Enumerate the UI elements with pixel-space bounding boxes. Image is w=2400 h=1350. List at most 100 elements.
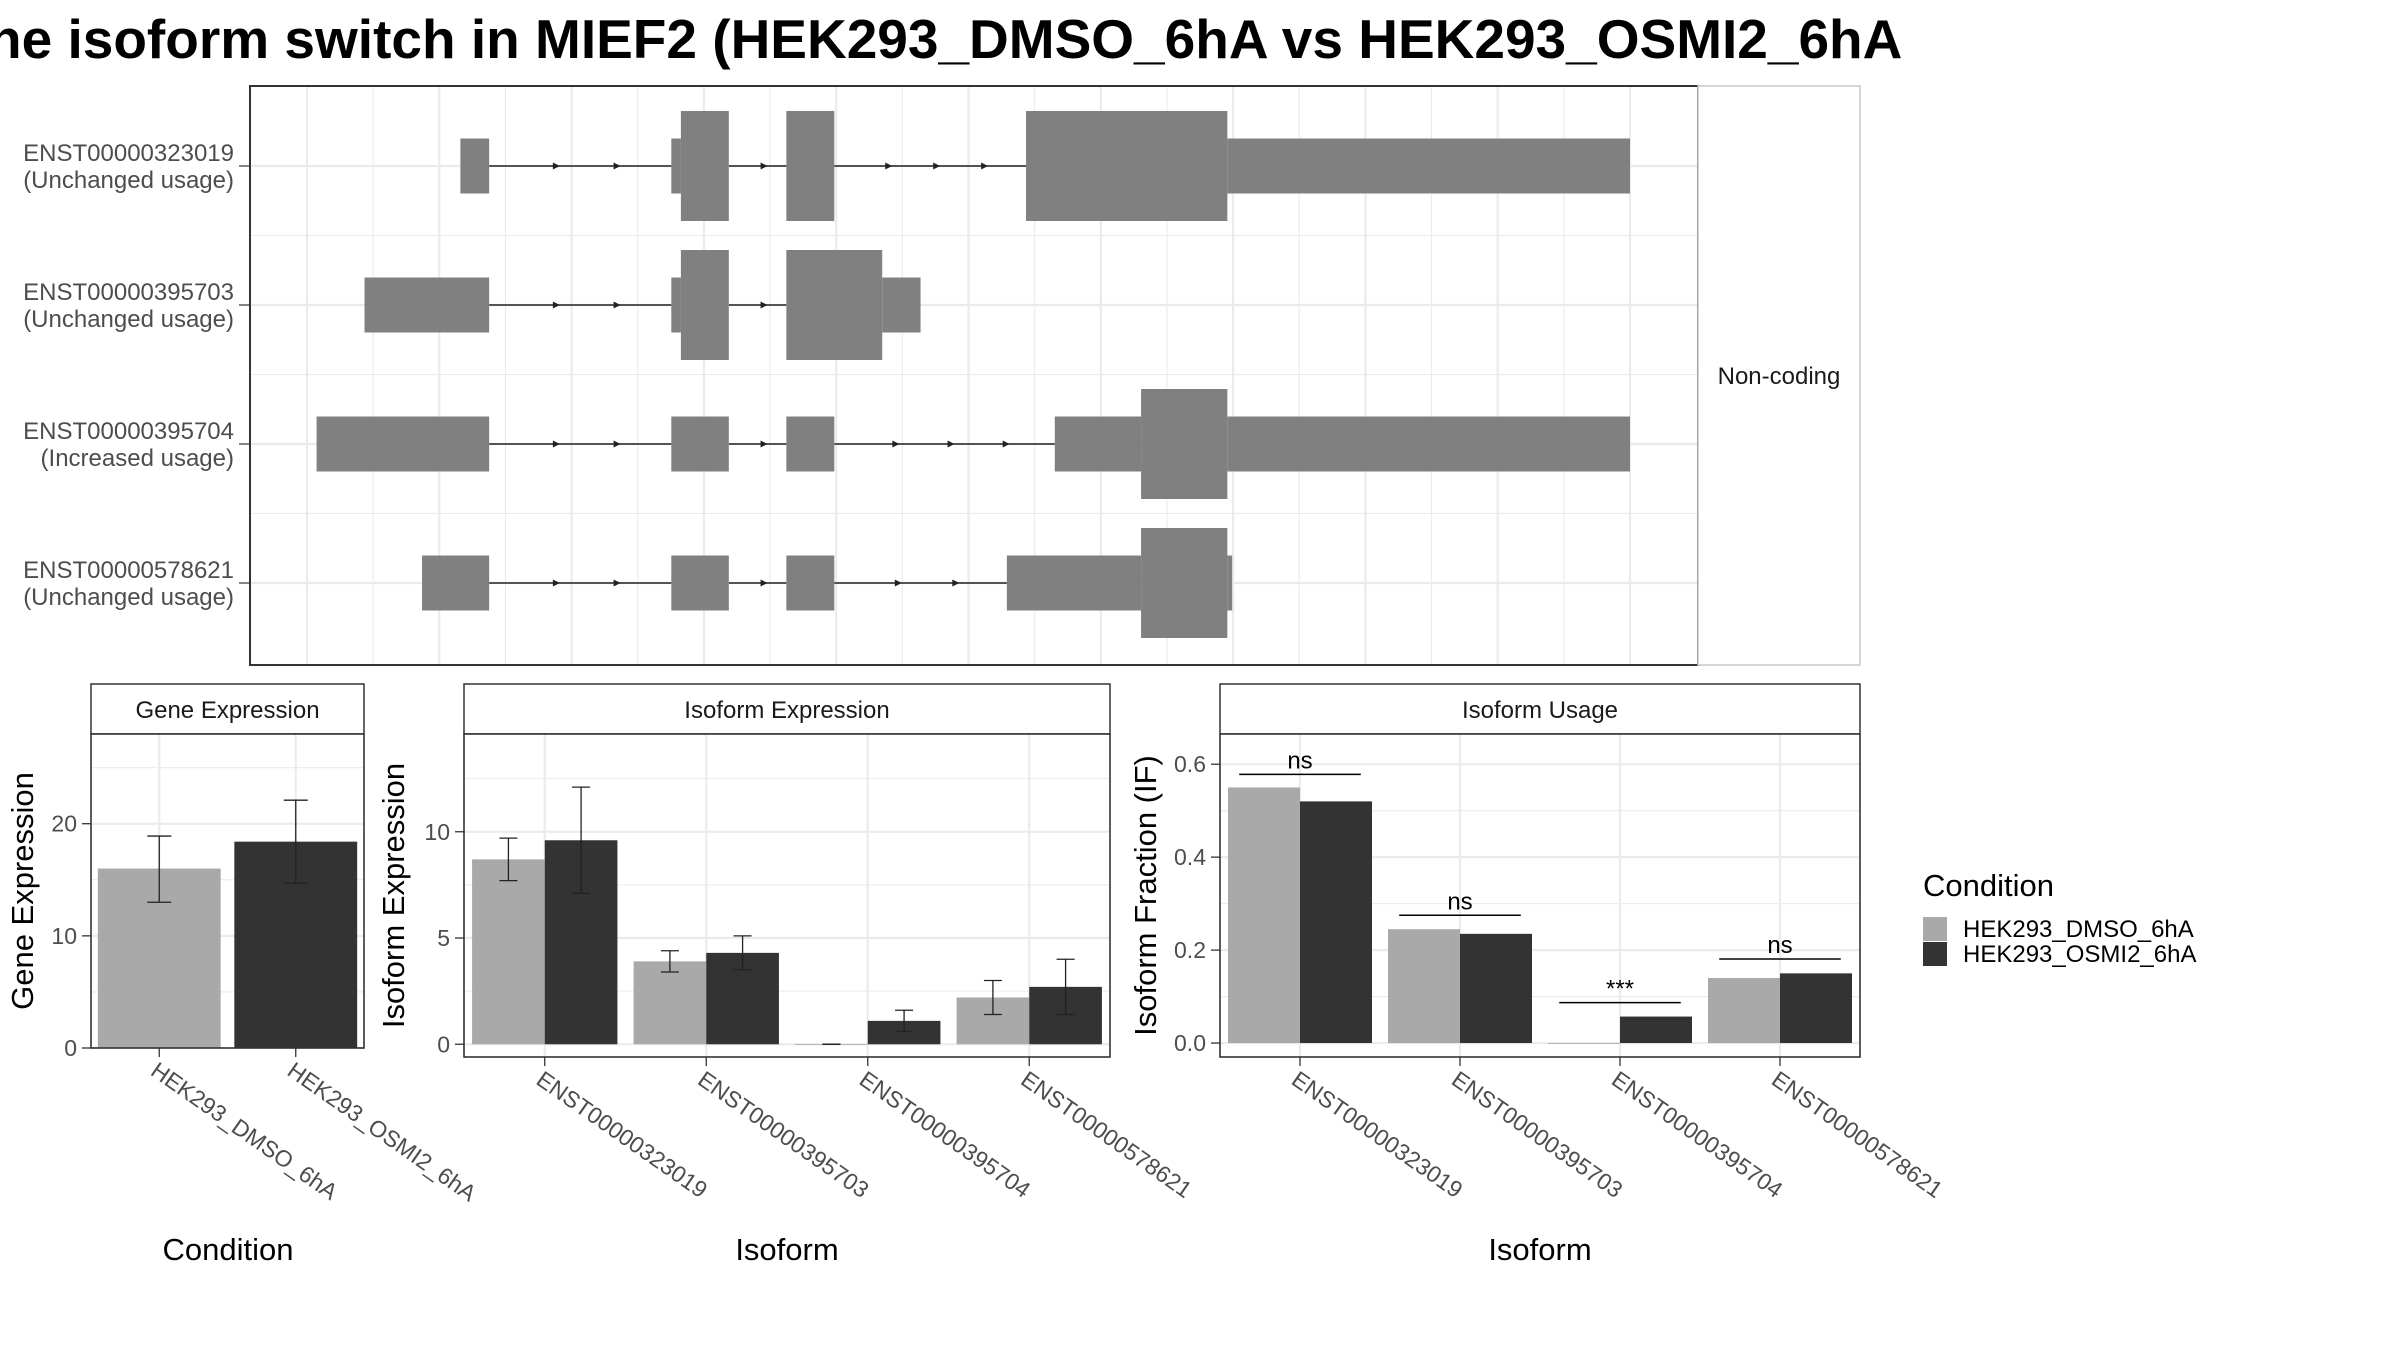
bar-isoform-usage <box>1620 1016 1692 1044</box>
y-tick-label: 0 <box>437 1031 450 1057</box>
intron-arrow <box>894 579 902 587</box>
y-axis-title: Isoform Expression <box>376 763 411 1028</box>
intron-arrow <box>885 162 893 170</box>
x-tick-label: ENST00000323019 <box>1287 1066 1467 1203</box>
bar-chart-panels: Gene Expression01020HEK293_DMSO_6hAHEK29… <box>5 683 1948 1267</box>
exon-block <box>882 277 921 333</box>
transcript-usage-label: (Unchanged usage) <box>23 306 234 333</box>
transcript-usage-label: (Unchanged usage) <box>23 167 234 194</box>
intron-arrow <box>552 301 560 309</box>
figure-title: ne isoform switch in MIEF2 (HEK293_DMSO_… <box>0 8 1902 70</box>
intron-arrow <box>947 440 955 448</box>
significance-label: ns <box>1287 747 1312 774</box>
bar-isoform-expression <box>472 859 545 1045</box>
exon-block <box>316 416 490 472</box>
x-tick-label: ENST00000395704 <box>855 1066 1036 1203</box>
x-axis-title: Isoform <box>735 1232 838 1267</box>
intron-arrow <box>613 440 621 448</box>
panel-strip <box>463 683 1111 735</box>
non-coding-strip <box>1697 85 1861 666</box>
transcript-id-label: ENST00000578621 <box>23 557 234 584</box>
transcript-structure-panel: ENST00000323019(Unchanged usage)ENST0000… <box>23 85 1861 666</box>
x-tick-label: ENST00000395703 <box>693 1066 873 1203</box>
significance-label: *** <box>1606 976 1634 1003</box>
y-tick-label: 0.4 <box>1174 844 1206 870</box>
exon-block <box>786 250 883 360</box>
exon-block <box>1227 138 1630 194</box>
exon-block <box>1227 555 1233 611</box>
exon-block <box>364 277 490 333</box>
intron-arrow <box>933 162 941 170</box>
bar-isoform-expression <box>867 1020 941 1045</box>
intron-arrow <box>760 579 768 587</box>
x-tick-label: ENST00000578621 <box>1016 1066 1196 1203</box>
intron-arrow <box>552 579 560 587</box>
intron-arrow <box>760 440 768 448</box>
x-tick-label: ENST00000395703 <box>1447 1066 1627 1203</box>
panel-title: Isoform Usage <box>1462 697 1618 724</box>
x-axis-title: Isoform <box>1488 1232 1591 1267</box>
y-tick-label: 5 <box>437 925 450 951</box>
exon-block <box>671 277 681 333</box>
exon-block <box>671 416 729 472</box>
y-tick-label: 0 <box>64 1035 77 1061</box>
exon-block <box>1054 416 1142 472</box>
exon-block <box>680 250 729 360</box>
intron-arrow <box>981 162 989 170</box>
intron-arrow <box>613 301 621 309</box>
exon-block <box>680 111 729 221</box>
y-tick-label: 0.2 <box>1174 937 1206 963</box>
exon-block <box>1006 555 1142 611</box>
y-tick-label: 0.6 <box>1174 751 1206 777</box>
intron-arrow <box>552 162 560 170</box>
legend-swatch <box>1923 942 1947 966</box>
exon-block <box>460 138 490 194</box>
bar-isoform-usage <box>1780 973 1852 1044</box>
bar-isoform-usage <box>1388 929 1460 1044</box>
exon-block <box>1141 389 1228 499</box>
intron-arrow <box>613 162 621 170</box>
bar-isoform-usage <box>1548 1043 1620 1044</box>
exon-block <box>786 555 835 611</box>
panel-title: Isoform Expression <box>684 697 889 724</box>
y-tick-label: 0.0 <box>1174 1030 1206 1056</box>
x-tick-label: ENST00000323019 <box>532 1066 712 1203</box>
bar-isoform-usage <box>1708 977 1780 1044</box>
exon-block <box>671 138 681 194</box>
transcript-usage-label: (Unchanged usage) <box>23 584 234 611</box>
panel-strip <box>90 683 365 735</box>
panel-frame <box>1219 733 1861 1058</box>
bar-isoform-usage <box>1460 933 1532 1044</box>
legend-swatch <box>1923 917 1947 941</box>
bar-isoform-usage <box>1300 801 1372 1044</box>
transcript-id-label: ENST00000323019 <box>23 140 234 167</box>
intron-arrow <box>552 440 560 448</box>
exon-block <box>1227 416 1630 472</box>
intron-arrow <box>760 301 768 309</box>
exon-block <box>422 555 490 611</box>
exon-block <box>1141 528 1228 638</box>
x-tick-label: ENST00000578621 <box>1767 1066 1947 1203</box>
intron-arrow <box>760 162 768 170</box>
significance-label: ns <box>1767 932 1792 959</box>
panel-frame <box>90 733 365 1049</box>
panel-title: Gene Expression <box>135 697 319 724</box>
intron-arrow <box>1002 440 1010 448</box>
legend-label: HEK293_DMSO_6hA <box>1963 916 2194 943</box>
transcript-id-label: ENST00000395703 <box>23 279 234 306</box>
transcript-usage-label: (Increased usage) <box>41 445 234 472</box>
exon-block <box>671 555 729 611</box>
intron-arrow <box>952 579 960 587</box>
legend-label: HEK293_OSMI2_6hA <box>1963 941 2196 968</box>
transcript-id-label: ENST00000395704 <box>23 418 234 445</box>
y-tick-label: 10 <box>424 819 450 845</box>
exon-block <box>1026 111 1228 221</box>
bar-isoform-usage <box>1228 787 1300 1044</box>
legend-title: Condition <box>1923 868 2054 903</box>
intron-arrow <box>892 440 900 448</box>
panel-frame <box>463 733 1111 1058</box>
x-axis-title: Condition <box>163 1232 294 1267</box>
non-coding-label: Non-coding <box>1718 363 1841 390</box>
